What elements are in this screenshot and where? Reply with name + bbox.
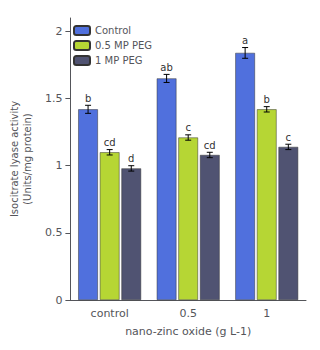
svg-text:cd: cd bbox=[104, 137, 116, 148]
svg-text:1: 1 bbox=[263, 307, 270, 320]
svg-text:0: 0 bbox=[55, 294, 62, 307]
svg-text:d: d bbox=[128, 153, 134, 164]
svg-text:2: 2 bbox=[55, 25, 62, 38]
svg-text:cd: cd bbox=[204, 140, 216, 151]
svg-text:0.5 MP PEG: 0.5 MP PEG bbox=[95, 40, 152, 51]
svg-text:1.5: 1.5 bbox=[45, 92, 63, 105]
svg-text:1 MP PEG: 1 MP PEG bbox=[95, 55, 142, 66]
svg-text:ab: ab bbox=[160, 62, 172, 73]
svg-text:(Units/mg protein): (Units/mg protein) bbox=[22, 113, 33, 205]
svg-text:0.5: 0.5 bbox=[45, 226, 63, 239]
svg-text:Control: Control bbox=[95, 25, 131, 36]
svg-text:b: b bbox=[264, 94, 270, 105]
svg-text:control: control bbox=[91, 307, 129, 320]
svg-text:c: c bbox=[185, 122, 191, 133]
svg-text:nano-zinc oxide (g L-1): nano-zinc oxide (g L-1) bbox=[125, 325, 251, 338]
svg-text:0.5: 0.5 bbox=[179, 307, 197, 320]
svg-text:b: b bbox=[85, 93, 91, 104]
svg-text:a: a bbox=[242, 35, 248, 46]
svg-text:1: 1 bbox=[55, 159, 62, 172]
svg-text:Isocitrate lyase activity: Isocitrate lyase activity bbox=[9, 101, 20, 217]
svg-text:c: c bbox=[286, 132, 292, 143]
